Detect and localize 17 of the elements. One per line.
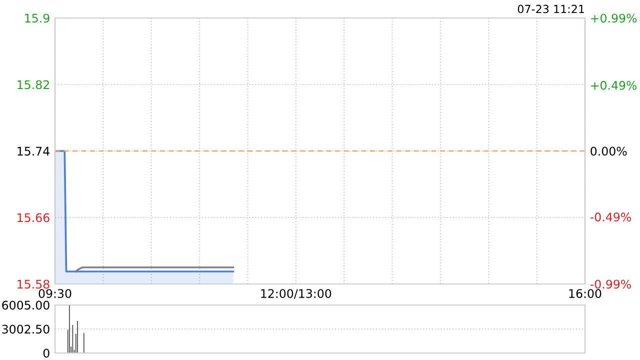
text: 07-23 11:21: [518, 4, 584, 14]
x-tick-label: 12:00/13:00: [261, 289, 332, 299]
y-tick-label: 15.82: [18, 80, 49, 90]
y-tick-label: 15.58: [18, 280, 50, 289]
x-tick-label: 16:00: [569, 289, 602, 298]
x-tick-label: 09:30: [38, 289, 72, 298]
y2-tick-label: 0.00%: [590, 146, 627, 156]
y2-tick-label: -0.49%: [590, 212, 631, 222]
y-tick-label: 0: [43, 348, 50, 358]
y2-tick-label: +0.49%: [591, 80, 637, 90]
y-tick-label: 15.9: [25, 14, 50, 23]
y-tick-label: 6005.00: [2, 300, 50, 310]
y2-tick-label: -0.99%: [590, 280, 631, 289]
y-tick-label: 15.66: [18, 213, 50, 222]
y-tick-label: 3002.50: [2, 324, 50, 334]
y2-tick-label: +0.99%: [591, 14, 637, 23]
y-tick-label: 15.74: [18, 146, 50, 156]
